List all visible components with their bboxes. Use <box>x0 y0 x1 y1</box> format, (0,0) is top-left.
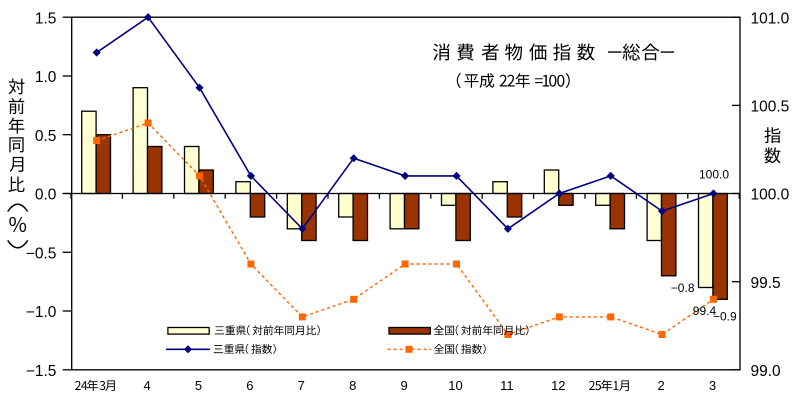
svg-text:−0.8: −0.8 <box>671 281 695 295</box>
svg-text:−1.0: −1.0 <box>26 304 57 321</box>
svg-text:4: 4 <box>143 378 150 393</box>
svg-text:10: 10 <box>448 378 462 393</box>
svg-text:99.4: 99.4 <box>693 304 717 318</box>
svg-text:3: 3 <box>709 378 716 393</box>
svg-text:100.0: 100.0 <box>751 187 790 204</box>
svg-text:5: 5 <box>195 378 202 393</box>
svg-text:−0.9: −0.9 <box>713 309 737 323</box>
svg-text:2: 2 <box>657 378 664 393</box>
svg-text:100.0: 100.0 <box>699 167 729 181</box>
svg-text:100.5: 100.5 <box>751 99 790 116</box>
svg-text:99.0: 99.0 <box>751 363 782 380</box>
svg-text:12: 12 <box>551 378 565 393</box>
svg-text:0.0: 0.0 <box>35 187 57 204</box>
svg-text:1.0: 1.0 <box>35 69 57 86</box>
svg-text:−1.5: −1.5 <box>26 363 57 380</box>
svg-text:9: 9 <box>400 378 407 393</box>
svg-text:99.5: 99.5 <box>751 275 781 292</box>
svg-text:7: 7 <box>298 378 305 393</box>
svg-text:11: 11 <box>500 378 514 393</box>
svg-text:101.0: 101.0 <box>751 10 790 27</box>
svg-text:0.5: 0.5 <box>35 128 57 145</box>
svg-text:1.5: 1.5 <box>35 10 57 27</box>
svg-text:8: 8 <box>349 378 356 393</box>
svg-text:−0.5: −0.5 <box>26 245 57 262</box>
svg-text:6: 6 <box>246 378 253 393</box>
